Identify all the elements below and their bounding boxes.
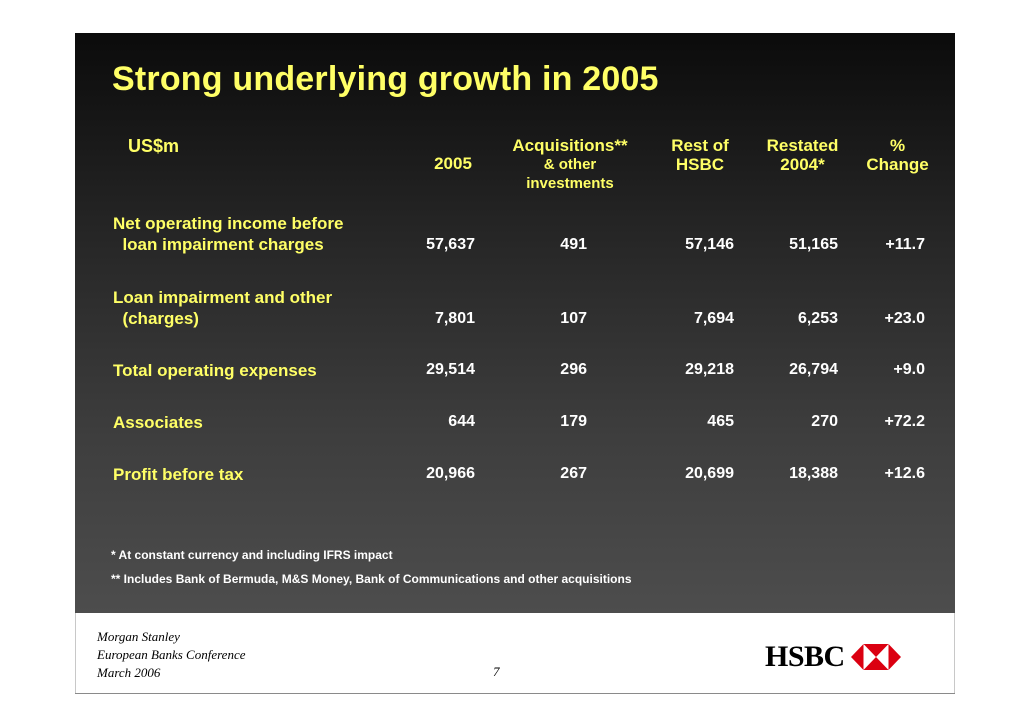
col-header-line: % (889, 136, 906, 155)
table-cell: 107 (560, 310, 587, 327)
col-header-line: investments (526, 175, 614, 192)
col-header-rest-of-hsbc: Rest of HSBC (655, 136, 745, 174)
row-label-loan-impairment: Loan impairment and other (charges) (113, 288, 333, 328)
col-header-line: Restated (766, 136, 839, 155)
table-cell: 270 (811, 413, 838, 430)
hsbc-logo: HSBC (765, 641, 901, 673)
col-header-restated-2004: Restated 2004* (755, 136, 850, 174)
table-cell: 26,794 (789, 361, 838, 378)
table-cell: 179 (560, 413, 587, 430)
col-header-line: 2005 (434, 154, 472, 173)
table-cell: +23.0 (884, 310, 925, 327)
table-cell: 296 (560, 361, 587, 378)
slide-panel: Strong underlying growth in 2005 US$m 20… (75, 33, 955, 613)
table-cell: 57,146 (685, 236, 734, 253)
footer-line: Morgan Stanley (97, 629, 180, 644)
unit-label: US$m (128, 136, 180, 156)
table-cell: 51,165 (789, 236, 838, 253)
table-cell: 7,801 (434, 310, 475, 327)
table-cell: 20,966 (426, 465, 475, 482)
table-cell: +11.7 (885, 236, 925, 253)
table-cell: 29,514 (426, 361, 475, 378)
row-label-total-operating-expenses: Total operating expenses (113, 361, 317, 380)
col-header-acquisitions: Acquisitions** & other investments (500, 136, 640, 193)
col-header-line: HSBC (675, 155, 725, 174)
footer-text: Morgan Stanley European Banks Conference… (97, 628, 246, 682)
table-cell: 20,699 (685, 465, 734, 482)
row-label-profit-before-tax: Profit before tax (113, 465, 244, 484)
table-cell: +72.2 (884, 413, 925, 430)
table-cell: 491 (560, 236, 587, 253)
col-header-percent-change: % Change (855, 136, 940, 174)
table-cell: 29,218 (685, 361, 734, 378)
slide-title: Strong underlying growth in 2005 (112, 60, 659, 98)
footnote-constant-currency: * At constant currency and including IFR… (111, 548, 393, 562)
table-cell: 57,637 (426, 236, 475, 253)
divider (954, 613, 955, 693)
table-cell: +9.0 (893, 361, 925, 378)
page-number: 7 (493, 664, 500, 679)
footer-line: March 2006 (97, 665, 161, 680)
col-header-line: Rest of (671, 136, 729, 155)
divider (75, 613, 76, 693)
divider (75, 693, 955, 694)
footnote-acquisitions: ** Includes Bank of Bermuda, M&S Money, … (111, 572, 632, 586)
col-header-line: & other (543, 156, 597, 173)
table-cell: 267 (560, 465, 587, 482)
logo-text: HSBC (765, 640, 845, 673)
row-label-associates: Associates (113, 413, 203, 432)
table-cell: 7,694 (693, 310, 734, 327)
table-cell: 18,388 (789, 465, 838, 482)
table-cell: 644 (448, 413, 475, 430)
hsbc-hexagon-icon (850, 644, 901, 670)
table-cell: 6,253 (797, 310, 838, 327)
row-label-net-operating-income: Net operating income before loan impairm… (113, 214, 344, 254)
col-header-line: Change (866, 155, 929, 174)
col-header-line: 2004* (780, 155, 825, 174)
table-cell: +12.6 (884, 465, 925, 482)
col-header-2005: 2005 (423, 154, 483, 173)
footer-line: European Banks Conference (97, 647, 246, 662)
table-cell: 465 (707, 413, 734, 430)
col-header-line: Acquisitions** (512, 136, 628, 155)
